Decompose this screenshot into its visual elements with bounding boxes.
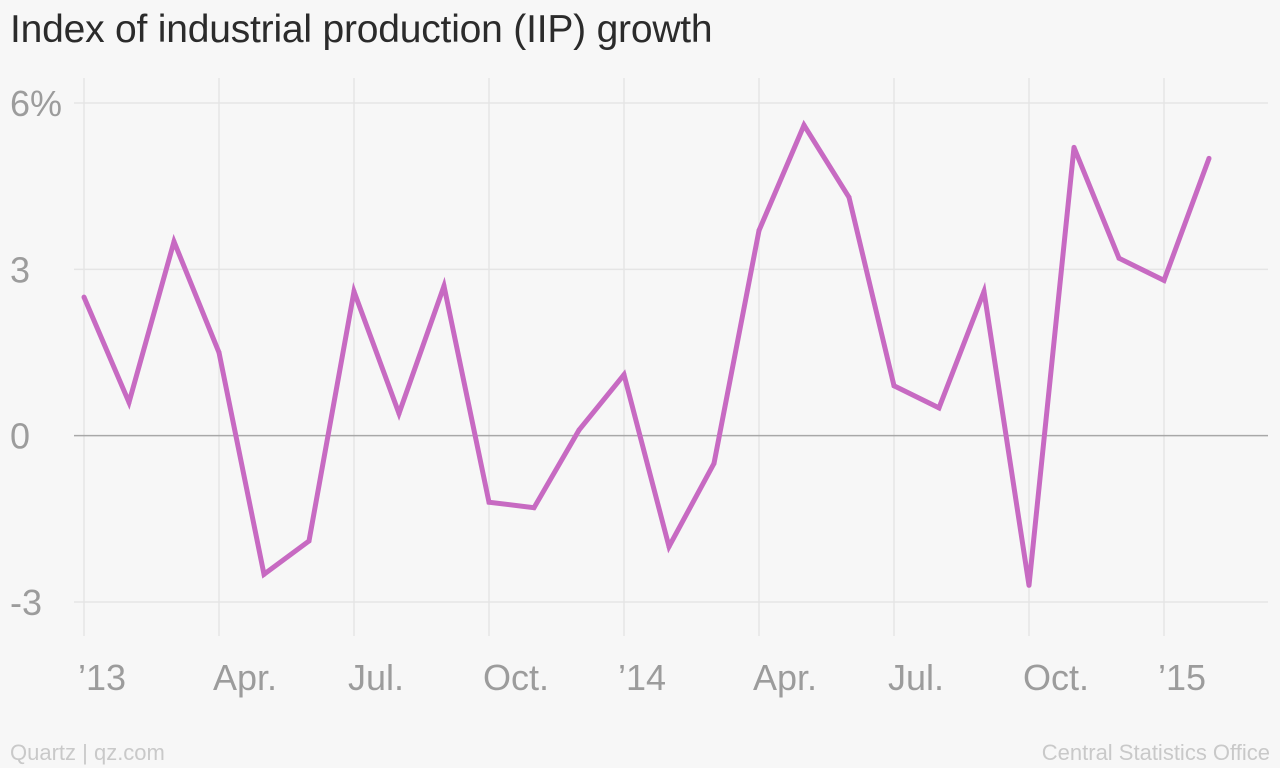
data-point (621, 372, 627, 378)
data-point (1071, 144, 1077, 150)
data-point (711, 460, 717, 466)
x-tick-label: Apr. (213, 657, 277, 698)
x-tick-label: Oct. (1023, 657, 1089, 698)
horizontal-gridlines (74, 102, 1268, 603)
data-point (261, 571, 267, 577)
data-point (1161, 277, 1167, 283)
data-point (1026, 582, 1032, 588)
y-tick-label: -3 (10, 582, 42, 623)
data-point (801, 122, 807, 128)
data-point (756, 228, 762, 233)
data-point (171, 239, 177, 245)
y-tick-label: 6% (10, 83, 62, 124)
data-point (396, 411, 402, 416)
series-layer (81, 119, 1212, 588)
data-point (846, 194, 852, 200)
data-point (576, 427, 582, 433)
x-tick-label: ’15 (1158, 657, 1206, 698)
data-point (936, 405, 942, 411)
x-tick-label: ’13 (78, 657, 126, 698)
y-axis-tick-labels: 6% 3 0 -3 (10, 83, 62, 623)
data-point (351, 289, 357, 294)
series-line (81, 119, 1212, 586)
x-tick-label: Jul. (348, 657, 404, 698)
data-point (306, 538, 312, 544)
y-tick-label: 3 (10, 249, 30, 290)
data-point (126, 399, 132, 405)
data-point (486, 499, 492, 505)
footer-credit: Quartz | qz.com (10, 740, 165, 765)
data-point (666, 544, 672, 550)
x-tick-label: ’14 (618, 657, 666, 698)
data-point (531, 505, 537, 511)
x-tick-label: Apr. (753, 657, 817, 698)
x-tick-label: Jul. (888, 657, 944, 698)
data-point (891, 383, 897, 389)
y-tick-label: 0 (10, 416, 30, 457)
data-point (216, 350, 222, 355)
data-point (441, 283, 447, 289)
data-point (981, 289, 987, 294)
data-point (1206, 155, 1212, 161)
x-tick-label: Oct. (483, 657, 549, 698)
footer-source: Central Statistics Office (1041, 740, 1270, 765)
data-point (1116, 255, 1122, 261)
data-point (81, 294, 87, 300)
x-axis-tick-labels: ’13 Apr. Jul. Oct. ’14 Apr. Jul. Oct. ’15 (78, 657, 1206, 698)
chart-title: Index of industrial production (IIP) gro… (10, 8, 713, 51)
vertical-gridlines (83, 78, 1165, 636)
